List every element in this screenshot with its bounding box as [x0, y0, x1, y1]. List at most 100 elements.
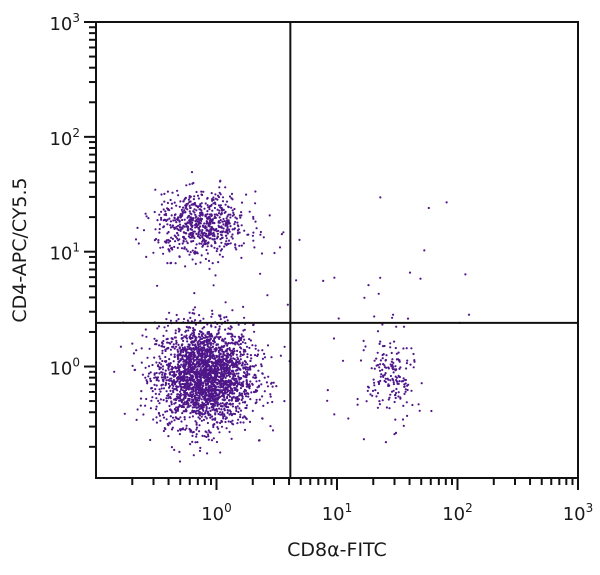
data-point: [178, 242, 181, 246]
data-point: [173, 388, 176, 391]
data-point: [161, 359, 164, 363]
data-point: [173, 336, 176, 339]
data-point: [394, 393, 397, 397]
data-point: [170, 337, 173, 340]
data-point: [248, 210, 251, 213]
data-point: [229, 325, 232, 328]
data-point: [167, 435, 170, 438]
data-point: [413, 359, 416, 362]
data-point: [266, 385, 270, 388]
data-point: [199, 359, 202, 362]
data-point: [390, 365, 393, 368]
data-point: [207, 340, 210, 343]
data-point: [228, 230, 231, 233]
data-point: [223, 396, 226, 399]
data-point: [261, 395, 264, 398]
data-point: [158, 366, 161, 369]
data-point: [211, 383, 215, 386]
data-point: [411, 403, 414, 407]
data-point: [207, 385, 210, 388]
data-point: [154, 228, 157, 231]
data-point: [163, 345, 166, 348]
data-point: [180, 247, 184, 250]
data-point: [218, 216, 221, 219]
data-point: [248, 385, 251, 388]
data-point: [257, 369, 260, 372]
data-point: [194, 389, 198, 392]
data-point: [195, 339, 198, 342]
data-point: [397, 351, 400, 354]
data-point: [195, 336, 198, 339]
data-point: [221, 372, 224, 375]
data-point: [254, 202, 257, 205]
data-point: [185, 203, 188, 206]
data-point: [171, 237, 174, 240]
data-point: [163, 200, 166, 203]
data-point: [226, 372, 229, 375]
data-point: [216, 198, 219, 201]
data-point: [170, 368, 173, 371]
data-point: [199, 355, 202, 358]
data-point: [172, 391, 175, 394]
data-point: [193, 347, 197, 350]
data-point: [203, 404, 206, 407]
data-point: [259, 272, 262, 275]
data-point: [219, 367, 223, 370]
data-point: [373, 384, 376, 387]
data-point: [214, 202, 217, 206]
data-point: [238, 392, 241, 395]
data-point: [464, 273, 467, 276]
data-point: [165, 418, 168, 421]
data-point: [196, 194, 200, 197]
data-point: [222, 417, 225, 420]
data-point: [140, 361, 143, 364]
data-point: [197, 399, 201, 402]
data-point: [218, 336, 221, 339]
y-axis-label: CD4-APC/CY5.5: [9, 177, 31, 322]
data-point: [394, 396, 397, 400]
data-point: [212, 437, 215, 440]
data-point: [366, 389, 369, 392]
data-point: [180, 363, 183, 366]
data-point: [173, 382, 176, 386]
data-point: [406, 359, 409, 362]
data-point: [176, 363, 179, 366]
data-point: [160, 210, 163, 213]
data-point: [203, 346, 206, 349]
data-point: [185, 427, 188, 430]
data-point: [224, 387, 227, 390]
data-point: [167, 238, 170, 242]
data-point: [418, 409, 421, 412]
data-point: [229, 225, 232, 228]
data-point: [229, 385, 232, 388]
data-point: [139, 404, 142, 407]
data-point: [233, 335, 237, 338]
data-point: [242, 366, 245, 369]
data-point: [248, 383, 251, 386]
data-point: [404, 378, 407, 382]
data-point: [206, 381, 210, 384]
data-point: [228, 372, 232, 375]
data-point: [218, 407, 221, 410]
data-point: [187, 394, 190, 397]
data-point: [192, 367, 195, 370]
data-point: [195, 372, 198, 375]
data-point: [192, 341, 195, 344]
data-point: [161, 349, 164, 352]
data-point: [175, 225, 178, 228]
data-point: [170, 428, 174, 431]
data-point: [160, 371, 163, 374]
data-point: [227, 239, 231, 242]
data-point: [202, 190, 205, 193]
data-point: [215, 250, 218, 253]
data-point: [237, 367, 240, 370]
data-point: [219, 411, 222, 414]
data-point: [213, 213, 216, 216]
data-point: [221, 402, 224, 405]
data-point: [231, 338, 234, 341]
data-point: [207, 364, 210, 367]
data-point: [178, 390, 182, 393]
data-point: [219, 360, 222, 364]
data-point: [206, 222, 209, 225]
data-point: [240, 333, 243, 336]
